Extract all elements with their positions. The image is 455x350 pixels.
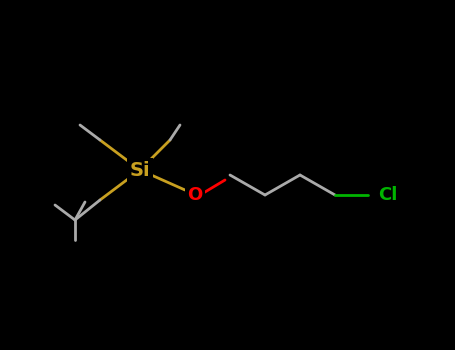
Text: Si: Si — [130, 161, 150, 180]
Text: O: O — [187, 186, 202, 204]
Text: Cl: Cl — [378, 186, 398, 204]
